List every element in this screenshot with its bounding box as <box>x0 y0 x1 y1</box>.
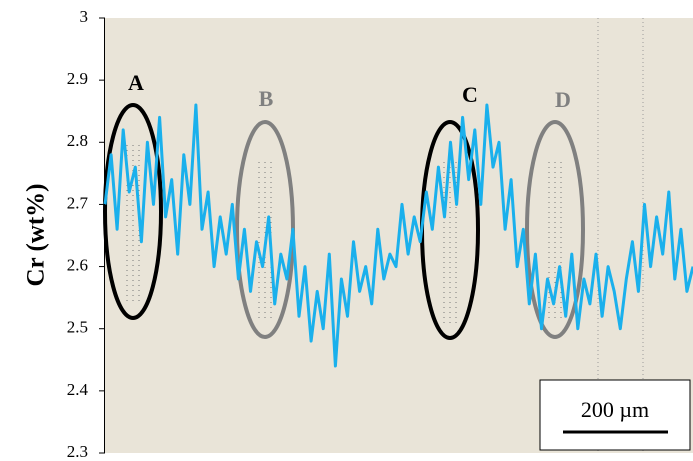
annotation-label: D <box>555 87 571 112</box>
y-tick-label: 2.6 <box>67 255 88 274</box>
highlight-ellipse <box>525 120 585 339</box>
y-tick-label: 2.3 <box>67 442 88 461</box>
y-tick-label: 2.4 <box>67 380 89 399</box>
scale-bar-box <box>539 379 691 451</box>
y-axis-label: Cr (wt%) <box>23 184 50 287</box>
y-tick-label: 2.9 <box>67 69 88 88</box>
y-tick-label: 3 <box>80 7 89 26</box>
data-line <box>103 103 693 368</box>
scale-bar-label: 200 µm <box>581 397 649 422</box>
y-tick-label: 2.8 <box>67 131 88 150</box>
y-tick-label: 2.7 <box>67 193 89 212</box>
annotation-label: B <box>259 86 274 111</box>
highlight-ellipse <box>103 103 163 320</box>
y-tick-label: 2.5 <box>67 318 88 337</box>
annotation-label: C <box>462 82 478 107</box>
annotation-label: A <box>128 70 144 95</box>
